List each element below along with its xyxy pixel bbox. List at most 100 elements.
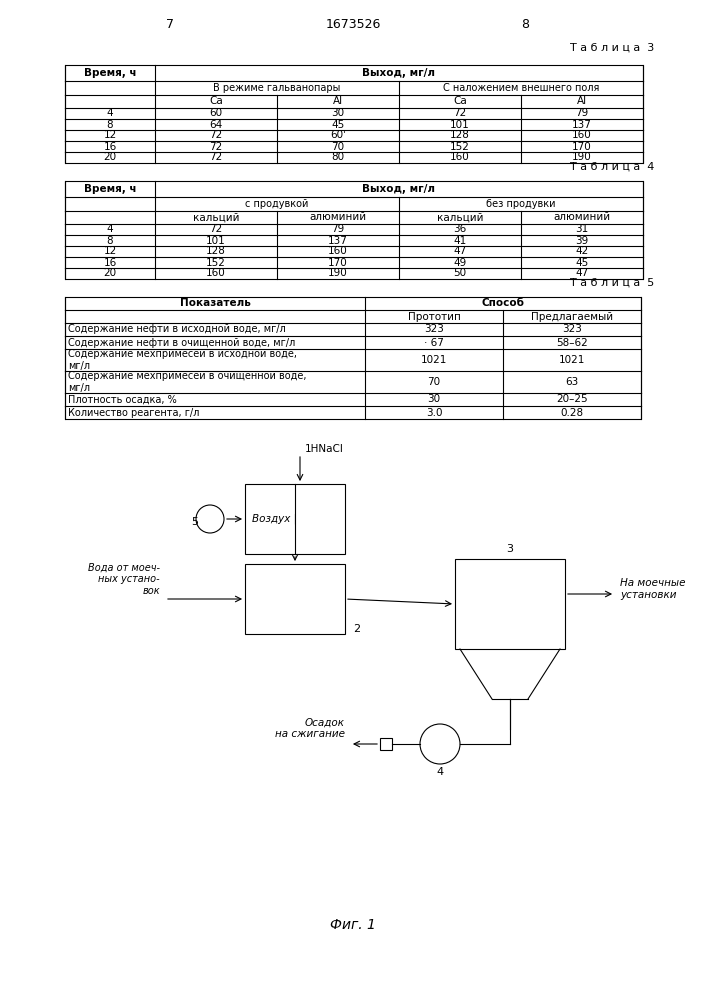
Text: 8: 8 [107, 235, 113, 245]
Text: 42: 42 [575, 246, 589, 256]
Bar [455, 559, 565, 649]
Text: Выход, мг/л: Выход, мг/л [363, 184, 436, 194]
Text: Время, ч: Время, ч [83, 68, 136, 78]
Text: 20: 20 [103, 152, 117, 162]
Text: 8: 8 [521, 18, 529, 31]
Text: 160: 160 [328, 246, 348, 256]
Text: алюминий: алюминий [554, 213, 611, 223]
Text: 152: 152 [450, 141, 470, 151]
Text: 79: 79 [575, 108, 589, 118]
Text: Показатель: Показатель [180, 298, 250, 308]
Text: 63: 63 [566, 377, 578, 387]
Text: кальций: кальций [193, 213, 239, 223]
Text: 50: 50 [453, 268, 467, 278]
Text: 80: 80 [332, 152, 344, 162]
Text: Количество реагента, г/л: Количество реагента, г/л [68, 408, 199, 418]
Text: 2: 2 [353, 624, 360, 634]
Text: 30: 30 [428, 394, 440, 404]
Text: Содержание нефти в очищенной воде, мг/л: Содержание нефти в очищенной воде, мг/л [68, 338, 296, 348]
Text: 45: 45 [332, 119, 344, 129]
Text: 64: 64 [209, 119, 223, 129]
Bar [65, 181, 643, 279]
Text: 3.0: 3.0 [426, 408, 443, 418]
Text: 79: 79 [332, 225, 344, 234]
Text: 72: 72 [209, 141, 223, 151]
Text: Al: Al [577, 97, 587, 106]
Text: Плотность осадка, %: Плотность осадка, % [68, 394, 177, 404]
Text: 39: 39 [575, 235, 589, 245]
Bar [380, 738, 392, 750]
Text: с продувкой: с продувкой [245, 199, 309, 209]
Text: 47: 47 [575, 268, 589, 278]
Text: Ca: Ca [453, 97, 467, 106]
Text: Содержание мехпримесей в исходной воде,
мг/л: Содержание мехпримесей в исходной воде, … [68, 349, 297, 371]
Text: 31: 31 [575, 225, 589, 234]
Text: 72: 72 [209, 130, 223, 140]
Text: 72: 72 [209, 225, 223, 234]
Text: 5: 5 [192, 517, 199, 527]
Text: 1673526: 1673526 [325, 18, 380, 31]
Text: 160: 160 [572, 130, 592, 140]
Text: 8: 8 [107, 119, 113, 129]
Text: 20–25: 20–25 [556, 394, 588, 404]
Text: Фиг. 1: Фиг. 1 [330, 918, 376, 932]
Text: 16: 16 [103, 257, 117, 267]
Text: На моечные
установки: На моечные установки [620, 578, 686, 600]
Text: 190: 190 [572, 152, 592, 162]
Text: 190: 190 [328, 268, 348, 278]
Text: 323: 323 [562, 324, 582, 334]
Text: Т а б л и ц а  3: Т а б л и ц а 3 [570, 43, 654, 53]
Text: 101: 101 [450, 119, 470, 129]
Text: 101: 101 [206, 235, 226, 245]
Text: Т а б л и ц а  4: Т а б л и ц а 4 [570, 162, 655, 172]
Text: 41: 41 [453, 235, 467, 245]
Text: Предлагаемый: Предлагаемый [531, 312, 613, 322]
Text: 16: 16 [103, 141, 117, 151]
Text: без продувки: без продувки [486, 199, 556, 209]
Text: 3: 3 [506, 544, 513, 554]
Text: 1021: 1021 [421, 355, 448, 365]
Bar [245, 484, 345, 554]
Text: 4: 4 [107, 108, 113, 118]
Text: алюминий: алюминий [310, 213, 366, 223]
Text: 60ˈ: 60ˈ [330, 130, 346, 140]
Bar [65, 65, 643, 163]
Text: 49: 49 [453, 257, 467, 267]
Text: 170: 170 [328, 257, 348, 267]
Bar [65, 297, 641, 419]
Text: 1021: 1021 [559, 355, 585, 365]
Text: С наложением внешнего поля: С наложением внешнего поля [443, 83, 600, 93]
Text: 12: 12 [103, 130, 117, 140]
Text: Время, ч: Время, ч [83, 184, 136, 194]
Text: 137: 137 [572, 119, 592, 129]
Text: 58–62: 58–62 [556, 338, 588, 348]
Text: 20: 20 [103, 268, 117, 278]
Text: Выход, мг/л: Выход, мг/л [363, 68, 436, 78]
Text: Воздух |: Воздух | [252, 514, 298, 524]
Text: 12: 12 [103, 246, 117, 256]
Bar [245, 564, 345, 634]
Text: Прототип: Прототип [407, 312, 460, 322]
Text: 160: 160 [450, 152, 470, 162]
Text: Содержание нефти в исходной воде, мг/л: Содержание нефти в исходной воде, мг/л [68, 324, 286, 334]
Text: 45: 45 [575, 257, 589, 267]
Text: Осадок
на сжигание: Осадок на сжигание [275, 717, 345, 739]
Text: 0.28: 0.28 [561, 408, 583, 418]
Text: Т а б л и ц а  5: Т а б л и ц а 5 [570, 278, 654, 288]
Text: 4: 4 [107, 225, 113, 234]
Text: 70: 70 [428, 377, 440, 387]
Text: 7: 7 [166, 18, 174, 31]
Text: 137: 137 [328, 235, 348, 245]
Text: 160: 160 [206, 268, 226, 278]
Text: 72: 72 [453, 108, 467, 118]
Text: 70: 70 [332, 141, 344, 151]
Text: В режиме гальванопары: В режиме гальванопары [214, 83, 341, 93]
Text: 1НNaCl: 1НNaCl [305, 444, 344, 454]
Text: 47: 47 [453, 246, 467, 256]
Text: 323: 323 [424, 324, 444, 334]
Text: Ca: Ca [209, 97, 223, 106]
Text: 4: 4 [436, 767, 443, 777]
Text: 128: 128 [450, 130, 470, 140]
Text: Содержание мехпримесей в очищенной воде,
мг/л: Содержание мехпримесей в очищенной воде,… [68, 371, 307, 393]
Text: Al: Al [333, 97, 343, 106]
